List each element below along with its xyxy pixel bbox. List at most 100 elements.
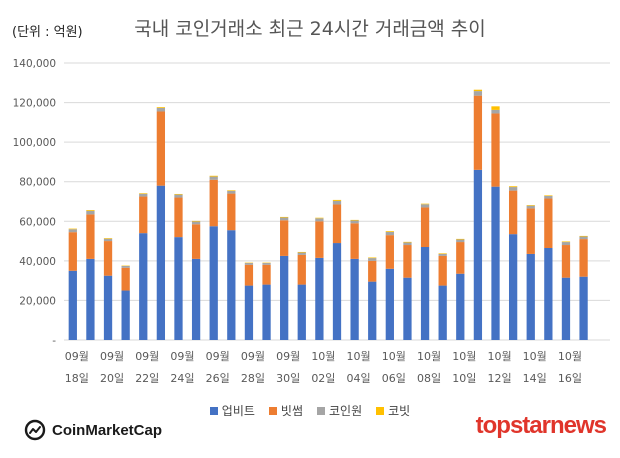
x-tick-month-label: 10월 [347, 350, 371, 363]
x-tick-month-label: 10월 [487, 350, 511, 363]
bar-segment-bithumb [473, 95, 483, 170]
y-tick-label: - [52, 335, 56, 347]
bar-segment-korbit [385, 231, 394, 232]
x-tick-day-label: 14일 [523, 371, 547, 385]
y-tick-label: 120,000 [13, 98, 56, 110]
bar-segment-coinone [103, 238, 113, 242]
x-tick-month-label: 10월 [417, 350, 441, 363]
x-tick-day-label: 04일 [347, 371, 371, 385]
bar-segment-bithumb [403, 245, 412, 278]
bar-segment-korbit [297, 251, 306, 253]
bar-segment-bithumb [297, 254, 306, 285]
bar-segment-upbit [103, 275, 113, 340]
bar-segment-upbit [385, 268, 394, 340]
legend-label: 코빗 [388, 404, 411, 418]
x-tick-month-label: 09월 [276, 350, 300, 363]
bar-segment-upbit [491, 186, 500, 340]
bar-segment-coinone [420, 204, 430, 208]
bar-segment-coinone [403, 242, 412, 246]
bar-segment-bithumb [280, 220, 289, 256]
unit-label: (단위 : 억원) [12, 25, 83, 40]
x-tick-day-label: 28일 [241, 371, 265, 385]
bar-segment-bithumb [121, 267, 130, 291]
bar-segment-coinone [86, 210, 95, 215]
bar-segment-korbit [174, 193, 183, 195]
bar-segment-bithumb [491, 113, 500, 187]
y-tick-label: 100,000 [13, 137, 56, 149]
bar-segment-coinone [579, 236, 588, 240]
bar-segment-korbit [103, 238, 113, 239]
bar-segment-upbit [508, 234, 518, 340]
x-tick-day-label: 16일 [558, 371, 582, 385]
bar-segment-bithumb [526, 208, 535, 254]
bar-segment-bithumb [174, 197, 183, 238]
bar-segment-upbit [139, 233, 148, 340]
legend-label: 코인원 [329, 404, 363, 418]
x-tick-day-label: 22일 [135, 371, 159, 385]
legend-swatch [268, 406, 277, 415]
bar-segment-korbit [315, 217, 324, 219]
x-tick-day-label: 20일 [100, 371, 124, 385]
bar-segment-coinone [332, 200, 342, 205]
bar-segment-upbit [368, 281, 377, 340]
bar-segment-upbit [156, 185, 166, 340]
bar-segment-upbit [209, 226, 218, 340]
bar-segment-upbit [350, 258, 359, 340]
legend-item-coinone: 코인원 [317, 402, 362, 419]
bar-segment-coinone [350, 220, 359, 224]
bar-segment-bithumb [368, 260, 377, 282]
bar-segment-coinone [438, 253, 447, 256]
bar-segment-upbit [174, 237, 183, 340]
legend-label: 빗썸 [280, 404, 303, 418]
bar-segment-korbit [332, 199, 342, 201]
bar-segment-korbit [403, 241, 412, 243]
x-tick-month-label: 10월 [382, 350, 406, 363]
bar-segment-coinone [174, 194, 183, 198]
bar-segment-coinone [544, 195, 553, 199]
bar-segment-korbit [209, 175, 218, 177]
bar-segment-bithumb [244, 264, 254, 286]
bar-segment-upbit [297, 284, 306, 340]
bar-segment-bithumb [227, 193, 236, 231]
bar-segment-coinone [191, 221, 201, 225]
bar-segment-upbit [456, 273, 465, 340]
x-tick-month-label: 09월 [206, 350, 230, 363]
y-tick-label: 40,000 [19, 256, 56, 268]
legend-label: 업비트 [221, 404, 255, 418]
bar-segment-bithumb [420, 207, 430, 248]
x-tick-month-label: 10월 [452, 350, 476, 363]
x-tick-day-label: 30일 [276, 371, 300, 385]
bar-segment-korbit [227, 190, 236, 191]
coinmarketcap-icon [24, 419, 46, 441]
topstarnews-logo: topstarnews [475, 412, 607, 439]
bar-segment-bithumb [315, 221, 324, 258]
bar-segment-upbit [438, 285, 447, 340]
x-tick-day-label: 06일 [382, 371, 406, 385]
bar-segment-coinone [262, 263, 271, 265]
bar-segment-bithumb [438, 255, 447, 286]
bar-segment-upbit [244, 285, 254, 340]
bar-segment-korbit [350, 219, 359, 221]
bar-segment-bithumb [332, 204, 342, 244]
bar-segment-upbit [68, 270, 77, 340]
bar-segment-bithumb [209, 179, 218, 227]
bar-segment-korbit [420, 203, 430, 205]
bar-segment-coinone [561, 242, 571, 246]
x-tick-day-label: 26일 [206, 371, 230, 385]
bar-segment-bithumb [561, 245, 571, 278]
legend-swatch [317, 406, 325, 415]
x-tick-month-label: 10월 [311, 350, 335, 363]
bar-segment-korbit [368, 257, 377, 259]
bar-segment-upbit [315, 257, 324, 340]
bar-segment-upbit [262, 284, 271, 340]
bar-segment-korbit [544, 195, 553, 196]
legend-item-korbit: 코빗 [376, 402, 410, 419]
bar-segment-korbit [508, 186, 518, 188]
chart-title: 국내 코인거래소 최근 24시간 거래금액 추이 [134, 18, 486, 40]
bar-segment-coinone [368, 258, 377, 261]
y-tick-label: 20,000 [19, 295, 56, 307]
coinmarketcap-logo: CoinMarketCap [24, 419, 162, 441]
x-tick-month-label: 09월 [65, 350, 89, 363]
legend-item-upbit: 업비트 [209, 402, 255, 419]
